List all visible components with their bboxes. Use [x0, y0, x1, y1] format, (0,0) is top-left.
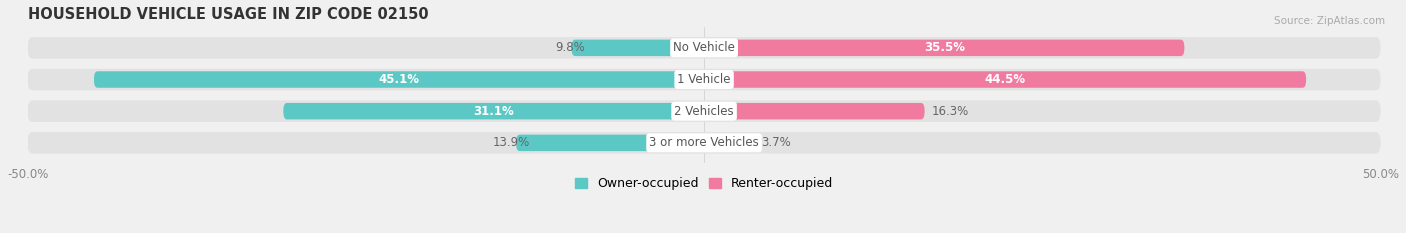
Text: 9.8%: 9.8%: [555, 41, 585, 54]
Text: Source: ZipAtlas.com: Source: ZipAtlas.com: [1274, 16, 1385, 26]
Text: 16.3%: 16.3%: [931, 105, 969, 118]
Text: 2 Vehicles: 2 Vehicles: [675, 105, 734, 118]
Text: 3.7%: 3.7%: [761, 136, 790, 149]
FancyBboxPatch shape: [28, 100, 1381, 122]
Text: 35.5%: 35.5%: [924, 41, 965, 54]
FancyBboxPatch shape: [94, 71, 704, 88]
Text: 44.5%: 44.5%: [984, 73, 1026, 86]
FancyBboxPatch shape: [704, 135, 754, 151]
Legend: Owner-occupied, Renter-occupied: Owner-occupied, Renter-occupied: [569, 172, 838, 195]
Text: No Vehicle: No Vehicle: [673, 41, 735, 54]
FancyBboxPatch shape: [28, 132, 1381, 154]
Text: 1 Vehicle: 1 Vehicle: [678, 73, 731, 86]
Text: 13.9%: 13.9%: [492, 136, 530, 149]
FancyBboxPatch shape: [571, 40, 704, 56]
Text: HOUSEHOLD VEHICLE USAGE IN ZIP CODE 02150: HOUSEHOLD VEHICLE USAGE IN ZIP CODE 0215…: [28, 7, 429, 22]
FancyBboxPatch shape: [516, 135, 704, 151]
FancyBboxPatch shape: [704, 71, 1306, 88]
Text: 3 or more Vehicles: 3 or more Vehicles: [650, 136, 759, 149]
FancyBboxPatch shape: [28, 69, 1381, 90]
Text: 31.1%: 31.1%: [474, 105, 515, 118]
FancyBboxPatch shape: [704, 40, 1184, 56]
Text: 45.1%: 45.1%: [378, 73, 419, 86]
FancyBboxPatch shape: [284, 103, 704, 120]
FancyBboxPatch shape: [704, 103, 925, 120]
FancyBboxPatch shape: [28, 37, 1381, 59]
